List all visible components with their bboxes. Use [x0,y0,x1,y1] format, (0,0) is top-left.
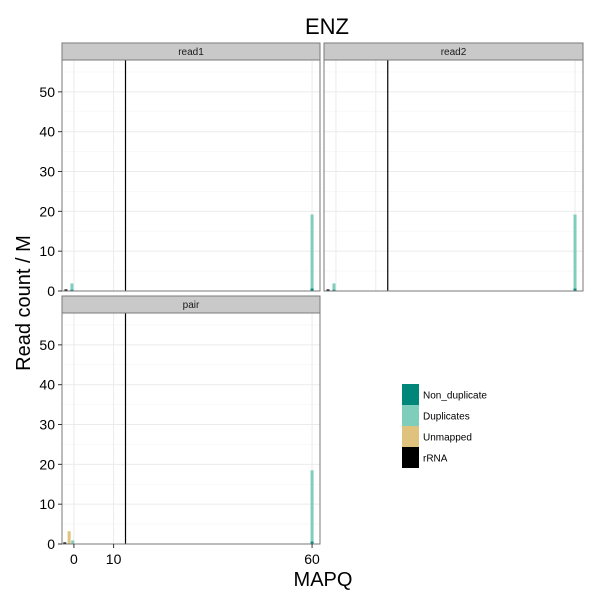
bar-non-duplicate [70,289,74,291]
y-tick-label: 20 [39,203,55,219]
panel-strip-label: read1 [178,47,204,58]
bar-non-duplicate [573,288,577,291]
y-tick-label: 10 [39,243,55,259]
y-tick-label: 30 [39,417,55,433]
y-tick-label: 20 [39,456,55,472]
bar-duplicates [310,214,314,291]
panel-pair: pair 0 10 20 30 40 50 0 10 60 [39,295,321,567]
bar-unmapped [67,531,71,544]
panel-background [62,60,320,291]
bar-duplicates [70,283,74,291]
bar-duplicates [310,470,314,544]
panel-background [324,60,583,291]
legend-key-non-duplicate [402,384,419,405]
y-tick-label: 0 [47,536,55,552]
y-tick-label: 50 [39,337,55,353]
x-tick-label: 60 [304,551,320,567]
panel-border [323,59,584,292]
panels-layer: read1 0 10 20 30 40 50 read2 pair 0 10 20 30 40 50 0 10 6… [39,42,584,567]
bar-rrna [326,289,330,291]
panel-background [62,313,320,544]
bar-duplicates [573,214,577,291]
legend-key-rrna [402,447,419,468]
bar-duplicates [332,283,336,291]
x-tick-label: 0 [70,551,78,567]
legend-label: rRNA [423,454,448,465]
panel-read1: read1 0 10 20 30 40 50 [39,42,321,299]
y-tick-label: 40 [39,377,55,393]
y-tick-label: 0 [47,283,55,299]
panel-strip-label: read2 [441,47,467,58]
panel-strip-label: pair [183,300,200,311]
y-tick-label: 50 [39,84,55,100]
panel-border [61,312,321,545]
legend: Non_duplicate Duplicates Unmapped rRNA [402,384,487,468]
bar-non-duplicate [310,288,314,291]
bar-duplicates [71,540,75,544]
panel-border [61,59,321,292]
legend-key-unmapped [402,426,419,447]
x-tick-label: 10 [106,551,122,567]
panel-read2: read2 [323,42,584,292]
bar-rrna [64,289,68,291]
legend-label: Duplicates [423,412,470,423]
x-axis-title: MAPQ [294,569,353,591]
bar-non-duplicate [332,289,336,291]
bar-rrna [63,542,67,544]
chart-title: ENZ [305,14,349,39]
y-axis-title: Read count / M [13,235,35,371]
legend-key-duplicates [402,405,419,426]
legend-label: Non_duplicate [423,391,487,402]
bar-non-duplicate [310,541,314,544]
y-tick-label: 40 [39,124,55,140]
legend-label: Unmapped [423,433,472,444]
y-tick-label: 10 [39,496,55,512]
y-tick-label: 30 [39,164,55,180]
